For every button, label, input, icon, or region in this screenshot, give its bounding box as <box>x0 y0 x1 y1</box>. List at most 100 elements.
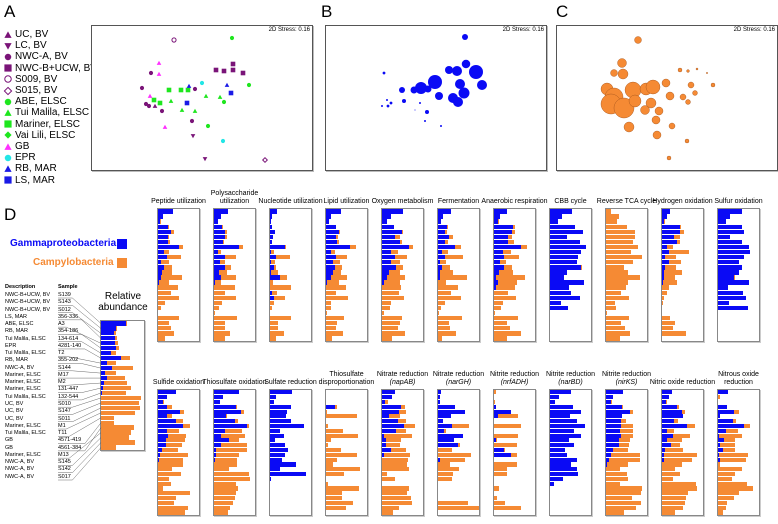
gamma-bar <box>550 239 580 245</box>
campy-bar <box>734 409 740 414</box>
gamma-bar <box>101 346 116 351</box>
gamma-bar <box>270 260 271 265</box>
data-point <box>185 87 191 93</box>
gamma-bar <box>270 462 297 467</box>
gamma-bar <box>214 447 217 453</box>
legend-item: S015, BV <box>3 85 97 96</box>
campy-bar <box>101 400 140 405</box>
gamma-bar <box>662 229 680 234</box>
row-sample: S143 <box>58 299 71 306</box>
row-description: GB <box>5 444 13 451</box>
campy-bar <box>158 472 181 477</box>
panel-title-text: Oxygen metabolism <box>371 198 434 205</box>
campy-bar <box>273 265 276 270</box>
panel-gene-text: (nirKS) <box>615 379 638 386</box>
panel-title-text: Peptide utilization <box>151 198 206 205</box>
panel-title: Oxygen metabolism <box>368 178 438 206</box>
campy-bar <box>494 390 496 395</box>
campy-bar <box>494 310 495 316</box>
gamma-bar <box>494 438 497 443</box>
gamma-bar <box>662 224 681 229</box>
campy-bar <box>273 295 285 300</box>
panel-title: CBB cycle <box>536 178 606 206</box>
panel-title: Sulfide oxidation <box>144 359 214 387</box>
gamma-bar <box>101 375 108 381</box>
campy-bar <box>494 295 517 300</box>
campy-bar <box>224 265 231 270</box>
campy-bar <box>382 285 402 290</box>
campy-bar <box>158 320 170 326</box>
campy-bar <box>270 305 272 311</box>
campy-bar <box>221 224 223 229</box>
campy-bar <box>438 462 451 467</box>
gamma-bar <box>718 239 742 245</box>
campy-bar <box>718 500 728 505</box>
gamma-bar <box>214 244 240 250</box>
triangle-down-icon <box>4 42 12 50</box>
data-point <box>199 80 205 86</box>
campy-bar <box>743 423 750 429</box>
row-description: Mariner, ELSC <box>5 371 41 378</box>
campy-bar <box>494 326 511 331</box>
gamma-bar <box>494 285 496 290</box>
gamma-bar <box>494 409 512 414</box>
campy-bar <box>183 423 191 429</box>
campy-bar <box>326 447 341 453</box>
gamma-bar <box>438 428 445 433</box>
gamma-bar <box>438 209 451 214</box>
campy-bar <box>667 244 674 250</box>
campy-bar <box>160 219 162 224</box>
campy-bar <box>214 467 230 472</box>
campy-bar <box>214 290 225 295</box>
circle-icon-shape <box>4 53 12 61</box>
legend-label: Mariner, ELSC <box>15 118 81 130</box>
campy-bar <box>326 481 328 486</box>
function-panel <box>605 208 648 342</box>
gamma-bar <box>662 209 671 214</box>
campy-bar <box>438 331 456 336</box>
gamma-bar <box>158 239 168 245</box>
gamma-bar <box>606 404 622 409</box>
campy-bar <box>220 433 245 438</box>
campy-bar <box>662 500 685 505</box>
gamma-bar <box>718 260 739 265</box>
bubble <box>415 82 427 94</box>
gamma-bar <box>606 390 624 395</box>
campy-bar <box>326 443 329 448</box>
bubble <box>386 99 388 101</box>
gamma-bar <box>382 234 395 240</box>
campy-bar <box>612 447 628 453</box>
gamma-bar <box>550 300 561 306</box>
row-sample: S010 <box>58 400 71 407</box>
function-panel <box>325 208 368 342</box>
campy-bar <box>326 438 332 443</box>
gamma-bar <box>382 443 387 448</box>
panel-title: Hydrogen oxidation <box>648 178 718 206</box>
gamma-bar <box>550 265 582 270</box>
gamma-bar <box>158 209 173 214</box>
function-panel <box>717 208 760 342</box>
campy-bar <box>718 505 726 510</box>
campy-bar <box>444 229 448 234</box>
panel-gene-text: (nrfADH) <box>500 379 529 386</box>
campy-bar <box>326 491 343 496</box>
bubble <box>410 86 418 94</box>
data-point <box>230 61 236 67</box>
bubble <box>386 104 390 108</box>
circle-icon <box>4 98 12 106</box>
gamma-bar <box>382 265 396 270</box>
gamma-bar <box>214 229 226 234</box>
data-point <box>152 103 158 108</box>
campy-bar <box>438 472 454 477</box>
campy-bar <box>214 295 236 300</box>
gamma-bar <box>662 234 675 240</box>
campy-bar <box>677 239 681 245</box>
bubble <box>458 87 470 99</box>
gamma-bar <box>158 409 180 414</box>
panel-title: Reverse TCA cycle <box>592 178 662 206</box>
gamma-bar <box>158 244 179 250</box>
campy-bar <box>163 265 172 270</box>
bubble <box>477 80 487 90</box>
gamma-bar <box>718 305 748 311</box>
campy-bar <box>166 438 185 443</box>
